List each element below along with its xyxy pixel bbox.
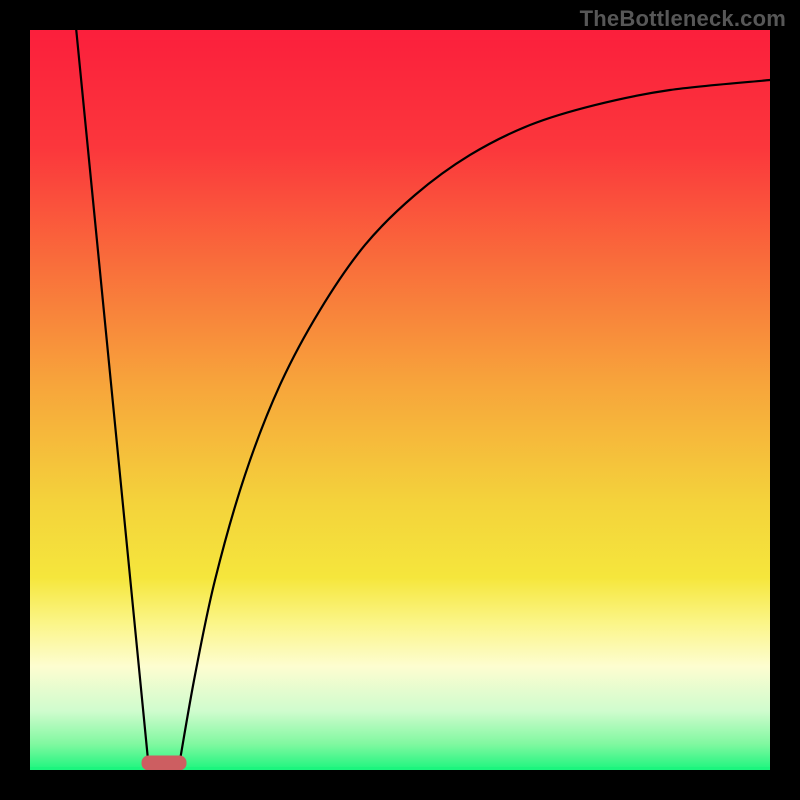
bottleneck-curve-chart	[30, 30, 770, 770]
chart-frame: TheBottleneck.com	[0, 0, 800, 800]
baseline-strip	[30, 767, 770, 770]
watermark-text: TheBottleneck.com	[580, 6, 786, 32]
gradient-background	[30, 30, 770, 770]
bottleneck-marker	[142, 755, 187, 770]
plot-area	[30, 30, 770, 770]
